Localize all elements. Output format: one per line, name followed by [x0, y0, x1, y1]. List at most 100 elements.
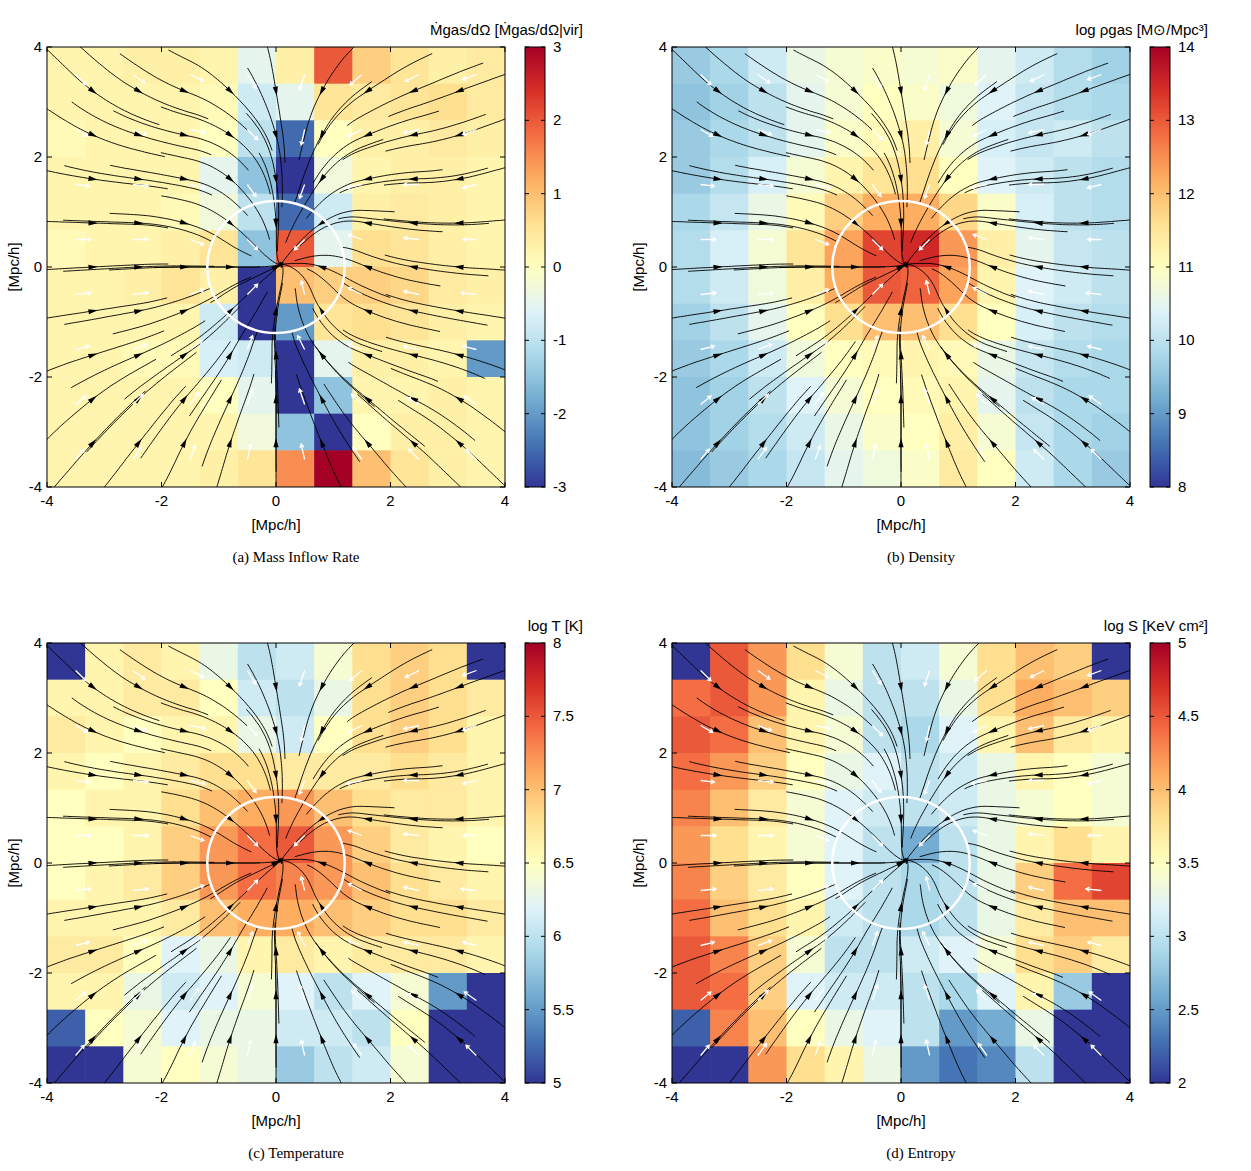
velocity-arrow	[872, 240, 882, 250]
cell	[863, 826, 902, 863]
cell	[672, 120, 711, 157]
streamline-arrow	[134, 772, 144, 777]
x-tick	[390, 1078, 391, 1083]
velocity-arrow	[190, 341, 202, 350]
cell	[238, 936, 277, 973]
velocity-arrow	[701, 780, 715, 784]
cell	[787, 450, 826, 487]
velocity-arrow	[815, 885, 829, 891]
velocity-arrow	[978, 1043, 987, 1055]
streamline	[920, 884, 999, 1003]
cell	[314, 1010, 353, 1047]
cell	[200, 84, 239, 121]
y-tick	[672, 643, 677, 644]
cell	[85, 973, 124, 1010]
streamline	[884, 153, 908, 265]
cell	[162, 716, 201, 753]
streamline	[903, 262, 1015, 297]
cell	[901, 414, 940, 451]
cell	[863, 450, 902, 487]
velocity-arrow	[1032, 398, 1044, 405]
cell	[467, 267, 505, 304]
velocity-arrow	[758, 237, 773, 241]
x-tick-label: 0	[897, 492, 905, 509]
cell	[314, 194, 353, 231]
y-tick	[500, 267, 505, 268]
cell	[47, 194, 86, 231]
streamline	[814, 888, 892, 1012]
x-tick	[1130, 482, 1131, 487]
streamline-arrow	[179, 905, 189, 911]
cell	[352, 790, 391, 827]
velocity-arrow	[872, 932, 878, 946]
cell	[787, 304, 826, 341]
x-tick	[47, 1078, 48, 1083]
colorbar-tick-label: -1	[553, 331, 566, 348]
cell	[47, 157, 86, 194]
colorbar-tick	[1166, 1083, 1170, 1084]
cell	[200, 120, 239, 157]
cell	[710, 450, 749, 487]
streamline-arrow	[759, 176, 769, 181]
velocity-arrow	[975, 75, 987, 85]
velocity-arrow	[76, 291, 91, 295]
streamline-arrow	[897, 726, 902, 736]
streamline	[318, 650, 432, 741]
streamline	[141, 937, 231, 1054]
streamline	[306, 170, 442, 219]
cell	[429, 230, 468, 267]
streamline-arrow	[944, 770, 952, 779]
streamline	[386, 933, 505, 976]
cell	[85, 826, 124, 863]
streamline	[1009, 813, 1130, 819]
caption: (a) Mass Inflow Rate	[232, 549, 359, 566]
velocity-arrow	[76, 449, 85, 459]
streamline-arrow	[713, 727, 723, 733]
streamline	[324, 384, 417, 487]
streamline	[917, 928, 985, 1057]
streamline-arrow	[805, 728, 815, 733]
streamline-arrow	[759, 309, 769, 314]
streamline	[47, 927, 164, 979]
streamline	[672, 391, 771, 487]
velocity-arrow	[299, 185, 305, 199]
streamline-arrow	[713, 396, 722, 404]
streamline-arrow	[850, 770, 859, 778]
cell	[352, 230, 391, 267]
cell	[467, 194, 505, 231]
velocity-arrow	[815, 446, 821, 460]
streamline	[386, 706, 505, 747]
streamline	[324, 980, 417, 1083]
streamline	[972, 659, 1108, 722]
streamline-arrow	[896, 265, 905, 271]
cell	[939, 84, 978, 121]
streamline-arrow	[454, 309, 464, 314]
velocity-arrow	[758, 887, 773, 891]
streamline-arrow	[898, 770, 903, 780]
velocity-arrow	[353, 1043, 362, 1055]
streamline	[793, 646, 897, 747]
streamline	[969, 879, 1113, 921]
streamline	[949, 980, 1042, 1083]
streamline	[384, 160, 505, 185]
velocity-arrow	[404, 236, 419, 240]
cell	[200, 680, 239, 717]
cell	[467, 680, 505, 717]
cell	[863, 194, 902, 231]
colorbar-tick-label: -3	[553, 478, 566, 495]
velocity-arrow	[758, 344, 772, 350]
x-tick	[47, 482, 48, 487]
streamline-arrow	[713, 309, 723, 314]
cell	[162, 643, 201, 680]
streamline	[827, 927, 882, 1062]
cell	[1016, 753, 1055, 790]
velocity-arrow	[758, 130, 772, 136]
x-tick	[672, 482, 673, 487]
cell	[429, 1046, 468, 1083]
cell	[1054, 450, 1093, 487]
cell	[748, 84, 787, 121]
velocity-arrow	[404, 726, 419, 731]
colorbar	[1150, 47, 1170, 487]
colorbar-tick	[1150, 340, 1154, 341]
cell	[162, 47, 201, 84]
